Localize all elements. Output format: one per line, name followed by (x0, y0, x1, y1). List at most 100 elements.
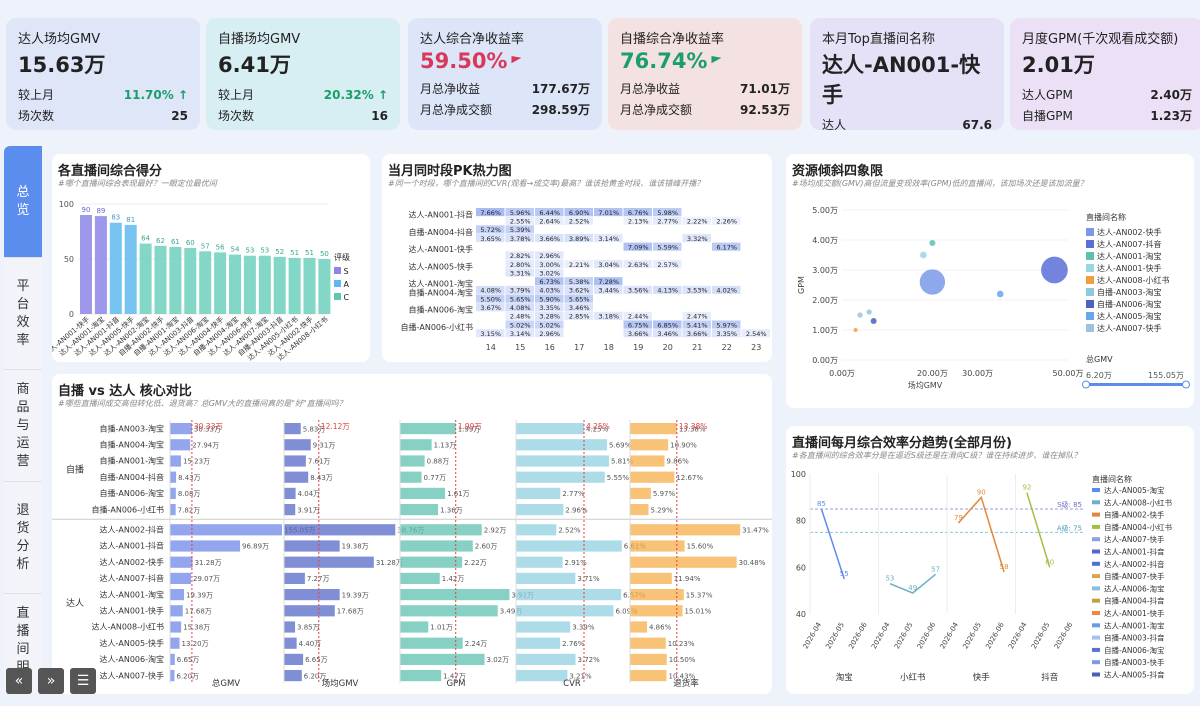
heat-xtick: 18 (604, 343, 614, 352)
cmp-bar (400, 653, 485, 665)
cmp-value: 13.38% (679, 425, 706, 433)
trend-legend-label: 自播-AN004-抖音 (1104, 596, 1165, 606)
next-page-button[interactable]: » (38, 668, 64, 694)
trend-title: 直播间每月综合效率分趋势(全部月份) (792, 436, 1012, 451)
quad-legend-label: 自播-AN003-淘宝 (1097, 287, 1162, 297)
trend-legend-label: 自播-AN003-抖音 (1104, 633, 1165, 643)
cmp-bar (284, 439, 311, 451)
cmp-bar (170, 471, 177, 483)
cmp-value: 0.88万 (427, 458, 450, 466)
trend-legend-swatch (1092, 488, 1100, 492)
score-value: 61 (171, 238, 180, 246)
heat-xtick: 23 (751, 343, 761, 352)
compare-chart: 自播-AN003-淘宝自播-AN004-淘宝自播-AN001-淘宝自播-AN00… (52, 420, 772, 689)
trend-legend-swatch (1092, 611, 1100, 615)
quad-legend-swatch (1086, 264, 1094, 272)
kpi-row: 场次数 16 (218, 109, 388, 123)
cmp-bar (170, 540, 241, 552)
heat-cell-value: 7.09% (628, 243, 649, 251)
heat-cell-value: 2.85% (569, 313, 590, 321)
cmp-value: 7.82万 (178, 506, 201, 514)
score-bar (214, 252, 227, 314)
nav-platform-efficiency[interactable]: 平台效率 (4, 258, 42, 370)
heat-cell (564, 277, 593, 286)
menu-button[interactable]: ☰ (70, 668, 96, 694)
nav-return-analysis[interactable]: 退货分析 (4, 482, 42, 594)
score-value: 51 (305, 249, 314, 257)
heat-cell (623, 285, 652, 294)
nav-product-ops[interactable]: 商品与运营 (4, 370, 42, 482)
heat-cell (594, 277, 623, 286)
heat-cell-value: 4.13% (657, 287, 678, 295)
cmp-value: 9.31万 (313, 442, 336, 450)
cmp-value: 8.08万 (178, 490, 201, 498)
cmp-value: 15.23万 (183, 458, 210, 466)
cmp-value: 15.37% (686, 591, 713, 599)
cmp-value: 19.38万 (342, 543, 369, 551)
heat-cell (682, 311, 711, 320)
nav-overview[interactable]: 总览 (4, 146, 42, 258)
cmp-value: 5.69% (609, 442, 632, 450)
quad-point (866, 309, 872, 315)
trend-legend-swatch (1092, 524, 1100, 529)
score-ytick: 0 (69, 310, 74, 319)
trend-xtick: 2026-05 (824, 621, 846, 650)
cmp-value: 6.65万 (305, 656, 328, 664)
heat-cell (505, 329, 534, 338)
kpi-title: 自播场均GMV (218, 32, 301, 47)
cmp-bar (400, 621, 429, 633)
heat-cell-value: 2.82% (510, 252, 531, 260)
cmp-value: 2.52% (558, 527, 581, 535)
trend-legend-label: 达人-AN006-淘宝 (1104, 583, 1165, 593)
cmp-bar (630, 439, 669, 451)
cmp-value: 2.76% (562, 640, 585, 648)
kpi-value: 6.41万 (218, 53, 291, 77)
heat-cell-value: 2.26% (716, 218, 737, 226)
heat-cell (535, 259, 564, 269)
heat-cell (653, 242, 682, 251)
quad-ylabel: GPM (797, 276, 806, 294)
cmp-bar (170, 605, 183, 617)
trend-ytick: 40 (796, 610, 806, 619)
heat-cell-value: 2.44% (628, 313, 649, 321)
first-page-button[interactable]: « (6, 668, 32, 694)
cmp-bar (284, 524, 396, 536)
cmp-value: 3.72% (578, 656, 601, 664)
heat-cell (682, 285, 711, 294)
trend-ytick: 100 (791, 470, 806, 479)
kpi-card-1: 自播场均GMV 6.41万 较上月 20.32% ↑ 场次数 16 (206, 18, 400, 130)
quad-ytick: 4.00万 (812, 236, 838, 245)
quad-xtick: 50.00万 (1053, 369, 1084, 378)
heat-cell (594, 311, 623, 320)
compare-panel: 自播 vs 达人 核心对比 #哪些直播间成交高但转化低、退货高？总GMV大的直播… (52, 374, 772, 694)
cmp-bar (516, 572, 576, 584)
quadrant-subtitle: #场均成交额(GMV)高但流量变现效率(GPM)低的直播间，该加场次还是该加流量… (792, 179, 1088, 188)
cmp-row-label: 自播-AN003-淘宝 (100, 423, 165, 433)
trend-panel: 直播间每月综合效率分趋势(全部月份) #各直播间的综合效率分是在逼近S级还是在滑… (786, 426, 1194, 694)
trend-xtick: 2026-05 (1030, 621, 1052, 650)
cmp-bar (400, 589, 510, 601)
trend-xtick: 2026-04 (802, 621, 824, 651)
score-value: 90 (82, 206, 91, 214)
cmp-bar (170, 439, 191, 451)
cmp-value: 2.22万 (464, 559, 487, 567)
flag-icon (511, 56, 522, 64)
cmp-bar (516, 439, 608, 451)
kpi-card-5: 月度GPM(千次观看成交额) 2.01万 达人GPM 2.40万 自播GPM 1.23万 (1010, 18, 1200, 130)
cmp-value: 3.71% (577, 575, 600, 583)
trend-legend-label: 达人-AN005-淘宝 (1104, 485, 1165, 495)
cmp-row-label: 达人-AN007-抖音 (100, 573, 165, 583)
trend-line (957, 495, 1005, 573)
cmp-bar (630, 572, 672, 584)
trend-legend-swatch (1092, 586, 1100, 591)
cmp-bar (284, 556, 374, 568)
heat-cell (564, 233, 593, 243)
cmp-bar (284, 589, 340, 601)
heat-cell (623, 216, 652, 225)
score-value: 51 (290, 249, 299, 257)
trend-legend-label: 达人-AN002-抖音 (1104, 559, 1165, 569)
cmp-value: 2.91% (565, 559, 588, 567)
cmp-col-header: GPM (446, 679, 465, 689)
cmp-col-header: 总GMV (212, 678, 240, 689)
